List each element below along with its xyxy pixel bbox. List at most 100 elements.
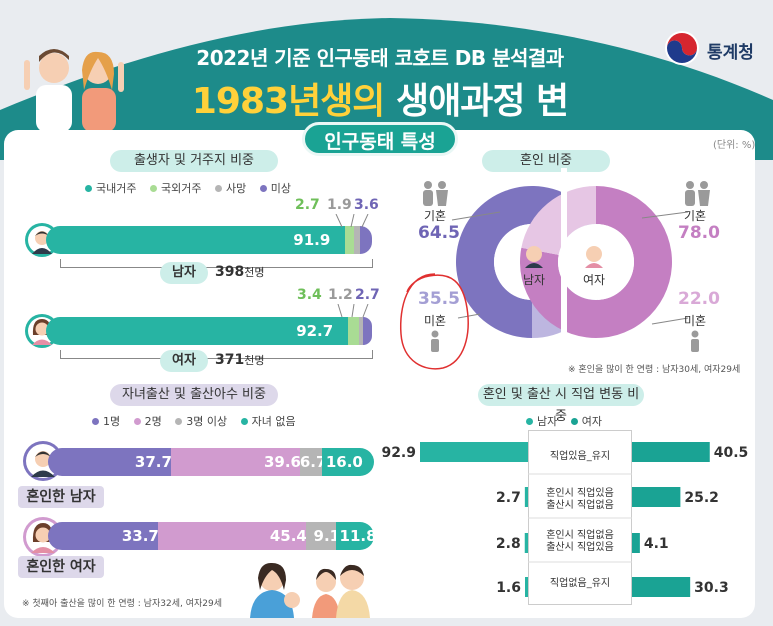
chart1-male-val3: 1.9 <box>327 197 352 213</box>
chart1-female-label: 여자 <box>160 350 208 372</box>
chart2-note: ※ 혼인을 많이 한 연령 : 남자30세, 여자29세 <box>568 365 741 375</box>
job-bar-female <box>632 442 710 462</box>
couple-illustration-icon <box>24 49 124 132</box>
bar-segment <box>360 226 372 254</box>
chart4-title: 혼인 및 출산 시 직업 변동 비중 <box>478 384 644 424</box>
bar-value-label: 6.7 <box>299 453 327 471</box>
chart1-legend: 국내거주 국외거주 사망 미상 <box>85 180 301 196</box>
legend-item: 3명 이상 <box>186 415 228 428</box>
male-married-value: 64.5 <box>418 223 460 243</box>
job-value-label: 4.1 <box>644 536 669 552</box>
bar-segment <box>46 317 349 345</box>
bar-segment <box>305 522 336 550</box>
job-chart-center-box <box>528 430 632 605</box>
donut-leader-line <box>651 317 689 325</box>
job-cat3-label: 혼인시 직업없음 출산시 직업있음 <box>528 530 632 554</box>
chart3-female-label: 혼인한 여자 <box>18 556 104 578</box>
chart1-female-val2: 3.4 <box>297 287 322 303</box>
job-cat2-line2: 출산시 직업없음 <box>546 500 614 511</box>
bar-value-label: 16.0 <box>325 453 363 471</box>
job-cat2-line1: 혼인시 직업있음 <box>546 488 614 499</box>
chart1-female-bracket <box>60 350 373 359</box>
bar-value-label: 92.7 <box>296 322 334 340</box>
chart3-title: 자녀출산 및 출산아수 비중 <box>110 384 278 406</box>
chart4-legend: 남자 여자 <box>526 413 612 429</box>
legend-item: 여자 <box>581 415 602 428</box>
job-value-label: 40.5 <box>714 445 749 461</box>
chart1-title: 출생자 및 거주지 비중 <box>110 150 278 172</box>
bar-segment <box>363 317 372 345</box>
bar-segment <box>335 522 374 550</box>
bar-value-label: 37.7 <box>134 453 172 471</box>
job-value-label: 2.7 <box>496 490 521 506</box>
bar-segment <box>299 448 322 476</box>
donut-slice <box>520 186 673 338</box>
job-cat1-label: 직업있음_유지 <box>549 451 611 462</box>
bar-value-label: 9.1 <box>313 527 341 545</box>
donut-center-label: 여자 <box>583 273 605 287</box>
bar-segment <box>321 448 374 476</box>
male-single-value: 35.5 <box>418 289 460 309</box>
female-single-value: 22.0 <box>678 289 720 309</box>
job-bars-chart: 92.9 40.5 2.7 25.2 2.8 4.1 1.6 30.3 <box>381 442 749 597</box>
donut-leader-line <box>451 211 501 221</box>
job-bar-male <box>524 533 528 553</box>
chart1-male-val4: 3.6 <box>354 197 379 213</box>
bar-segment <box>348 317 360 345</box>
bar-segment <box>48 522 158 550</box>
header-band <box>0 18 773 160</box>
job-value-label: 25.2 <box>684 490 719 506</box>
chart3-note: ※ 첫째아 출산을 많이 한 연령 : 남자32세, 여자29세 <box>22 599 222 609</box>
job-bar-female <box>632 577 691 597</box>
chart1-male-label: 남자 <box>160 262 208 284</box>
bar-value-label: 39.6 <box>263 453 301 471</box>
male-count-unit: 천명 <box>244 266 265 279</box>
job-bar-female <box>632 533 640 553</box>
bar-value-label: 45.4 <box>269 527 307 545</box>
female-single-label: 미혼 <box>684 314 707 328</box>
female-married-label: 기혼 <box>684 209 707 223</box>
married-couple-icon-left <box>423 181 448 206</box>
job-cat3-line2: 출산시 직업있음 <box>546 542 614 553</box>
chart3-male-label: 혼인한 남자 <box>18 486 104 508</box>
chart1-male-count: 398천명 <box>215 264 264 280</box>
chart3-bar-female: 33.7 45.4 9.1 11.8 <box>48 522 377 550</box>
chart3-bar-male: 37.7 39.6 6.7 16.0 <box>48 448 374 476</box>
donut-center-label: 남자 <box>523 273 545 287</box>
donut-leader-line <box>641 211 689 219</box>
female-married-value: 78.0 <box>678 223 720 243</box>
donut-slice <box>521 186 596 255</box>
bar-segment <box>157 522 306 550</box>
center-figure-body <box>585 263 603 268</box>
job-cat2-label: 혼인시 직업있음 출산시 직업없음 <box>528 488 632 512</box>
legend-item: 미상 <box>270 182 291 195</box>
bar-segment <box>359 317 364 345</box>
chart1-female-count: 371천명 <box>215 352 264 368</box>
chart1-male-bracket <box>60 259 373 268</box>
female-count-unit: 천명 <box>244 354 265 367</box>
male-count-value: 398 <box>215 264 245 280</box>
unit-note: (단위: %) <box>713 140 756 151</box>
center-woman-icon <box>586 246 602 262</box>
bar-value-label: 11.8 <box>339 527 377 545</box>
female-count-value: 371 <box>215 352 245 368</box>
chart1-female-val4: 2.7 <box>355 287 380 303</box>
donut-hole <box>558 224 634 300</box>
section-title: 인구동태 특성 <box>302 122 458 156</box>
legend-item: 1명 <box>103 415 121 428</box>
legend-item: 국외거주 <box>160 182 202 195</box>
job-bar-male <box>524 487 528 507</box>
center-man-icon <box>526 246 542 262</box>
bar-value-label: 91.9 <box>293 231 331 249</box>
job-value-label: 92.9 <box>381 445 416 461</box>
bar-value-label: 33.7 <box>121 527 159 545</box>
bar-segment <box>48 448 171 476</box>
single-person-icon-left <box>431 330 439 352</box>
job-value-label: 2.8 <box>496 536 521 552</box>
chart1-bar-female: 92.7 <box>46 317 372 345</box>
agency-logo-icon <box>665 31 699 65</box>
red-annotation-circle <box>399 273 469 370</box>
bar-segment <box>46 226 346 254</box>
job-cat4-label: 직업없음_유지 <box>549 578 611 589</box>
chart1-male-val2: 2.7 <box>295 197 320 213</box>
